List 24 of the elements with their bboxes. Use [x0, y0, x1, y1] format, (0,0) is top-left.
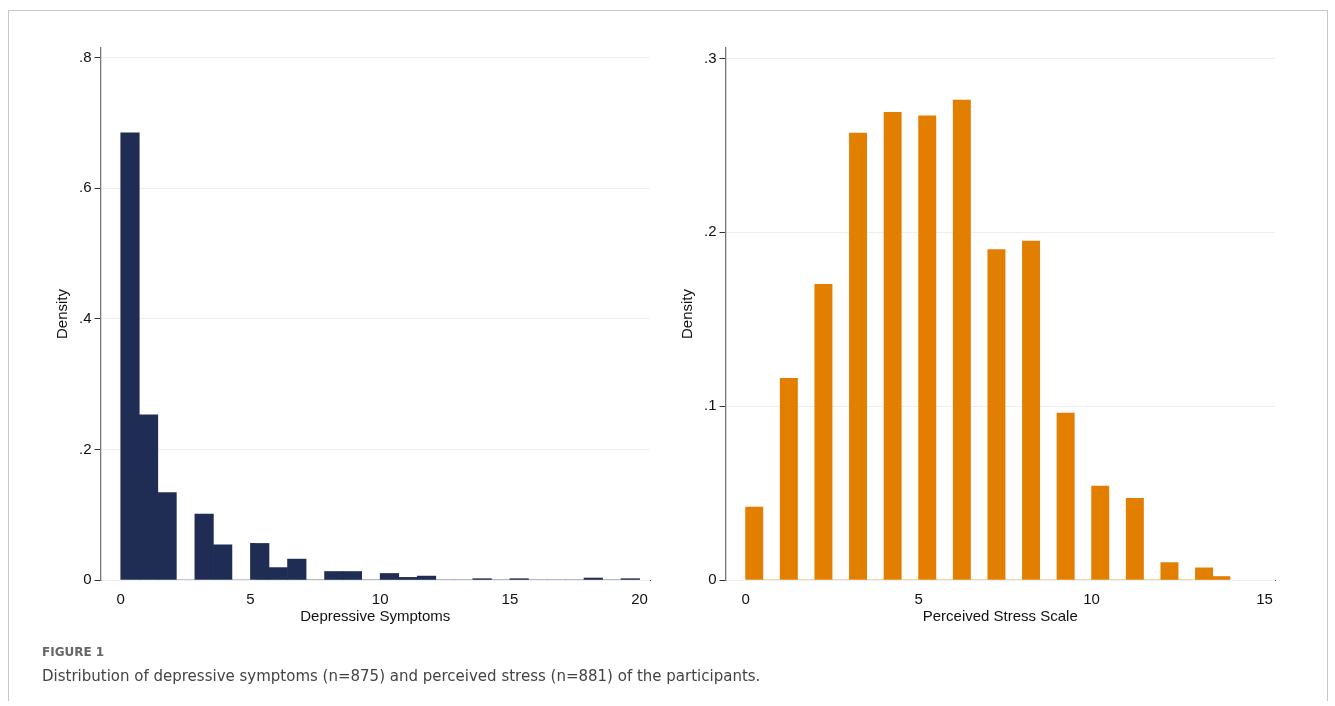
x-tick-label: 15 — [501, 590, 519, 608]
text: Distribution of depressive symptoms (n=875) and perceived stress (n=881) of the participants. — [42, 667, 761, 685]
y-tick-label: 0 — [708, 570, 717, 588]
x-tick-label: 15 — [1256, 590, 1273, 608]
y-tick-label: .1 — [703, 396, 717, 414]
y-tick-label: .6 — [78, 178, 92, 196]
y-tick-label: .2 — [78, 439, 92, 457]
x-tick-label: 10 — [371, 590, 389, 608]
y-tick-label: .4 — [78, 309, 92, 327]
caption: FIGURE 1 — [42, 645, 106, 659]
y-tick-label: .8 — [78, 47, 92, 65]
x-tick-label: 0 — [116, 590, 125, 608]
x-axis-title: Perceived Stress Scale — [922, 607, 1078, 625]
x-tick-label: 0 — [741, 590, 750, 608]
y-axis-title: Density — [678, 288, 696, 340]
x-tick-label: 5 — [246, 590, 255, 608]
y-axis-title: Density — [53, 288, 71, 340]
x-tick-label: 10 — [1083, 590, 1100, 608]
y-tick-label: 0 — [83, 570, 92, 588]
x-tick-label: 5 — [914, 590, 923, 608]
x-tick-label: 20 — [631, 590, 648, 608]
x-axis-title: Depressive Symptoms — [300, 607, 451, 625]
y-tick-label: .3 — [703, 48, 717, 66]
y-tick-label: .2 — [703, 222, 717, 240]
